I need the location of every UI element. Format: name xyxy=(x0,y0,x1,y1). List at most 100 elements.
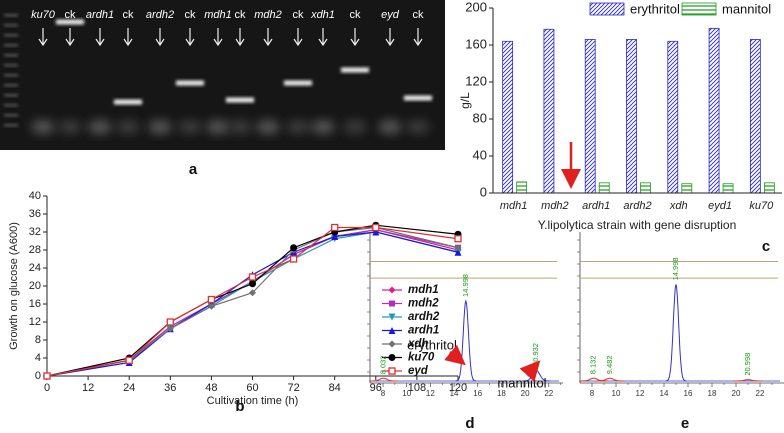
x-tick-label: 8 xyxy=(381,389,386,398)
red-arrow xyxy=(519,360,541,382)
y-axis-label: Growth on glucose (A600) xyxy=(8,222,20,350)
primer-smear xyxy=(31,120,55,134)
bar xyxy=(722,183,734,194)
bar xyxy=(640,182,651,194)
y-tick-label: 16 xyxy=(29,298,41,310)
peak xyxy=(595,377,625,382)
bar xyxy=(681,183,693,194)
series-line xyxy=(46,229,459,377)
ladder-band xyxy=(4,64,18,67)
ladder-band xyxy=(4,94,18,97)
lane-arrow xyxy=(38,28,48,47)
x-tick-label: 12 xyxy=(426,389,435,398)
lane-arrow xyxy=(263,28,273,47)
lane-arrow xyxy=(185,28,195,47)
lane-arrow xyxy=(123,28,133,47)
lane-label: xdh1 xyxy=(310,9,335,21)
y-tick-label: 28 xyxy=(29,244,41,256)
x-tick-label: 18 xyxy=(497,389,506,398)
y-tick-label: 24 xyxy=(29,262,41,274)
legend-label: erythritol xyxy=(630,1,680,16)
bar xyxy=(598,182,610,194)
ladder-band xyxy=(4,44,18,47)
legend-label: ardh1 xyxy=(408,325,439,337)
x-tick-label: mdh1 xyxy=(500,200,528,212)
panel-letter: e xyxy=(681,415,689,432)
x-tick-label: 20 xyxy=(732,389,741,398)
primer-smear xyxy=(228,120,252,134)
bar xyxy=(749,39,761,194)
marker xyxy=(331,223,339,232)
y-tick-label: 80 xyxy=(473,110,487,125)
legend-marker xyxy=(388,313,396,321)
legend-swatch xyxy=(589,2,625,16)
marker xyxy=(289,255,298,263)
primer-smear xyxy=(311,120,335,134)
panel-letter: b xyxy=(235,398,244,415)
y-tick-label: 20 xyxy=(29,280,41,292)
lane-label: ku70 xyxy=(31,9,56,21)
legend-label: mannitol xyxy=(722,1,771,16)
primer-smear xyxy=(378,120,402,134)
gel-band xyxy=(114,99,142,105)
series-line xyxy=(46,226,459,377)
legend-label: eyd xyxy=(408,365,429,377)
annotation: erythritol xyxy=(407,337,457,352)
y-tick-label: 12 xyxy=(29,316,41,328)
bar xyxy=(763,182,775,194)
lane-arrow xyxy=(318,28,328,47)
marker xyxy=(454,244,462,252)
x-tick-label: 10 xyxy=(402,389,411,398)
series-line xyxy=(46,229,459,377)
lane-label: ck xyxy=(185,9,197,21)
ladder-band xyxy=(4,84,18,87)
peak-label: 20.932 xyxy=(531,343,540,366)
marker xyxy=(43,372,51,380)
gel-band xyxy=(404,95,432,101)
lane-label: eyd xyxy=(381,9,400,21)
legend-marker xyxy=(388,327,396,334)
primer-smear xyxy=(88,120,112,134)
peak-label: 14.998 xyxy=(671,257,680,280)
primer-smear xyxy=(343,120,367,134)
ladder-band xyxy=(4,114,18,117)
lane-arrow xyxy=(65,28,75,47)
x-tick-label: 16 xyxy=(684,389,693,398)
y-axis-label: g/L xyxy=(458,92,472,109)
bar xyxy=(626,39,637,194)
marker xyxy=(207,302,215,310)
primer-smear xyxy=(256,120,280,134)
legend-swatch xyxy=(681,2,717,16)
red-arrow xyxy=(444,344,466,366)
ladder-band xyxy=(4,104,18,107)
ladder-band xyxy=(4,24,18,27)
marker xyxy=(207,295,216,304)
legend-marker xyxy=(388,286,396,294)
marker xyxy=(248,273,257,281)
marker xyxy=(125,356,133,364)
lane-label: mdh2 xyxy=(254,9,282,21)
primer-smear xyxy=(206,120,230,134)
x-tick-label: xdh xyxy=(669,200,688,212)
x-tick-label: 14 xyxy=(450,389,459,398)
primer-smear xyxy=(286,120,310,134)
panel-letter: d xyxy=(465,415,474,432)
y-tick-label: 160 xyxy=(465,36,487,51)
bar xyxy=(502,40,514,194)
peak xyxy=(665,284,687,382)
x-tick-label: 120 xyxy=(449,382,467,394)
peak xyxy=(369,377,398,382)
y-tick-label: 36 xyxy=(29,208,41,220)
marker xyxy=(249,280,256,288)
series-line xyxy=(46,224,459,377)
peak-label: 9.482 xyxy=(605,355,614,374)
primer-smear xyxy=(58,120,82,134)
x-axis-label: Y.lipolytica strain with gene disruption xyxy=(538,218,737,232)
legend-marker xyxy=(388,354,396,361)
lane-label: ardh2 xyxy=(146,9,174,21)
x-tick-label: 12 xyxy=(82,382,94,394)
gel-band xyxy=(341,67,369,73)
marker xyxy=(166,325,174,333)
ladder-band xyxy=(4,74,18,77)
